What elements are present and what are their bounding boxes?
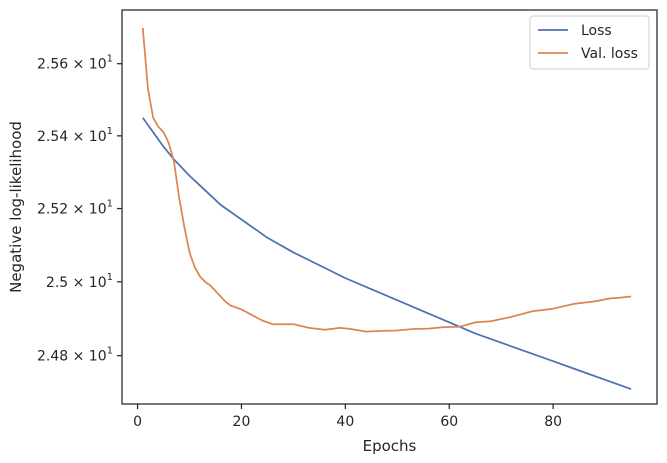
y-tick-label: 2.56 × 101 <box>37 54 113 73</box>
y-tick-label: 2.52 × 101 <box>37 199 113 218</box>
x-tick-label: 60 <box>440 414 458 430</box>
legend: Loss Val. loss <box>529 15 650 70</box>
series-line-loss <box>142 117 632 390</box>
plot-area <box>122 10 657 404</box>
y-tick-label: 2.54 × 101 <box>37 126 113 145</box>
x-tick-label: 80 <box>544 414 562 430</box>
x-tick-label: 40 <box>336 414 354 430</box>
series-line-val-loss <box>141 27 632 333</box>
x-axis-label: Epochs <box>363 437 417 455</box>
legend-label-val-loss: Val. loss <box>581 46 638 62</box>
y-axis-label: Negative log-likelihood <box>7 121 25 293</box>
legend-label-loss: Loss <box>581 23 612 39</box>
x-tick-label: 20 <box>233 414 251 430</box>
y-tick-label: 2.48 × 101 <box>37 346 113 365</box>
y-tick-label: 2.5 × 101 <box>46 272 113 291</box>
plot-frame <box>121 9 658 405</box>
x-tick-label: 0 <box>133 414 142 430</box>
